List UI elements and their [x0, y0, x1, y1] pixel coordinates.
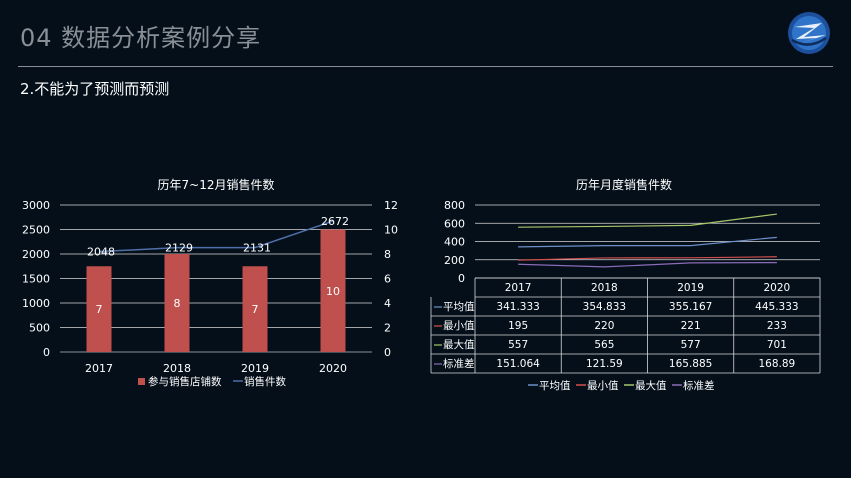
bar-data-label: 8	[174, 297, 181, 310]
chart-title: 历年月度销售件数	[576, 177, 672, 192]
y-left-tick-label: 500	[29, 322, 50, 335]
line-series-sales	[98, 220, 334, 253]
legend-label: 平均值	[539, 379, 571, 392]
y-right-tick-label: 2	[384, 322, 391, 335]
chart-title: 历年7~12月销售件数	[158, 177, 275, 192]
table-cell: 341.333	[496, 301, 539, 313]
line-data-label: 2131	[243, 242, 271, 255]
page-title: 04 数据分析案例分享	[20, 24, 262, 52]
line-series	[518, 213, 777, 228]
company-logo-icon	[788, 12, 830, 54]
bar-data-label: 7	[96, 303, 103, 316]
table-header-cell: 2020	[764, 282, 791, 294]
table-cell: 355.167	[669, 301, 712, 313]
table-cell: 195	[508, 320, 528, 332]
bar	[164, 254, 190, 352]
table-cell: 168.89	[759, 358, 796, 370]
y-left-tick-label: 3000	[22, 199, 50, 212]
table-cell: 220	[594, 320, 614, 332]
y-tick-label: 400	[444, 236, 465, 249]
legend-label: 最大值	[635, 379, 667, 392]
bar-data-label: 7	[252, 303, 259, 316]
y-left-tick-label: 2000	[22, 248, 50, 261]
line-data-label: 2672	[321, 215, 349, 228]
table-header-cell: 2019	[677, 282, 704, 294]
legend-label: 销售件数	[244, 375, 286, 388]
table-cell: 577	[681, 339, 701, 351]
y-left-tick-label: 0	[43, 346, 50, 359]
bar	[320, 229, 346, 352]
table-cell: 445.333	[755, 301, 798, 313]
bar	[242, 266, 268, 352]
table-row-header: 最小值	[443, 319, 475, 332]
bar	[86, 266, 112, 352]
line-series	[518, 256, 777, 261]
table-row-header: 标准差	[443, 357, 475, 370]
x-tick-label: 2017	[85, 362, 113, 375]
table-header-cell: 2017	[505, 282, 532, 294]
table-cell: 233	[767, 320, 787, 332]
table-cell: 221	[681, 320, 701, 332]
header-divider	[18, 66, 833, 67]
y-right-tick-label: 10	[384, 224, 398, 237]
line-data-label: 2048	[87, 246, 115, 259]
table-cell: 121.59	[586, 358, 623, 370]
legend-label: 标准差	[683, 379, 715, 392]
line-series	[518, 236, 777, 248]
y-tick-label: 600	[444, 217, 465, 230]
y-right-tick-label: 12	[384, 199, 398, 212]
line-data-label: 2129	[165, 242, 193, 255]
legend-swatch-bar	[138, 378, 145, 385]
section-subtitle: 2.不能为了预测而预测	[20, 80, 170, 98]
table-header-cell: 2018	[591, 282, 618, 294]
y-tick-label: 0	[458, 272, 465, 285]
legend-label: 参与销售店铺数	[148, 375, 222, 388]
bar-data-label: 10	[326, 285, 340, 298]
y-right-tick-label: 4	[384, 297, 391, 310]
table-row-header: 最大值	[443, 338, 475, 351]
y-tick-label: 800	[444, 199, 465, 212]
table-cell: 701	[767, 339, 787, 351]
legend-label: 最小值	[587, 379, 619, 392]
y-left-tick-label: 1000	[22, 297, 50, 310]
y-left-tick-label: 1500	[22, 273, 50, 286]
line-series	[518, 261, 777, 268]
y-right-tick-label: 6	[384, 273, 391, 286]
y-tick-label: 200	[444, 254, 465, 267]
table-cell: 557	[508, 339, 528, 351]
table-cell: 354.833	[583, 301, 626, 313]
table-cell: 151.064	[496, 358, 540, 370]
x-tick-label: 2018	[163, 362, 191, 375]
x-tick-label: 2019	[241, 362, 269, 375]
x-tick-label: 2020	[319, 362, 347, 375]
table-cell: 165.885	[669, 358, 712, 370]
y-left-tick-label: 2500	[22, 224, 50, 237]
table-row-header: 平均值	[443, 300, 475, 313]
y-right-tick-label: 0	[384, 346, 391, 359]
table-cell: 565	[594, 339, 614, 351]
y-right-tick-label: 8	[384, 248, 391, 261]
